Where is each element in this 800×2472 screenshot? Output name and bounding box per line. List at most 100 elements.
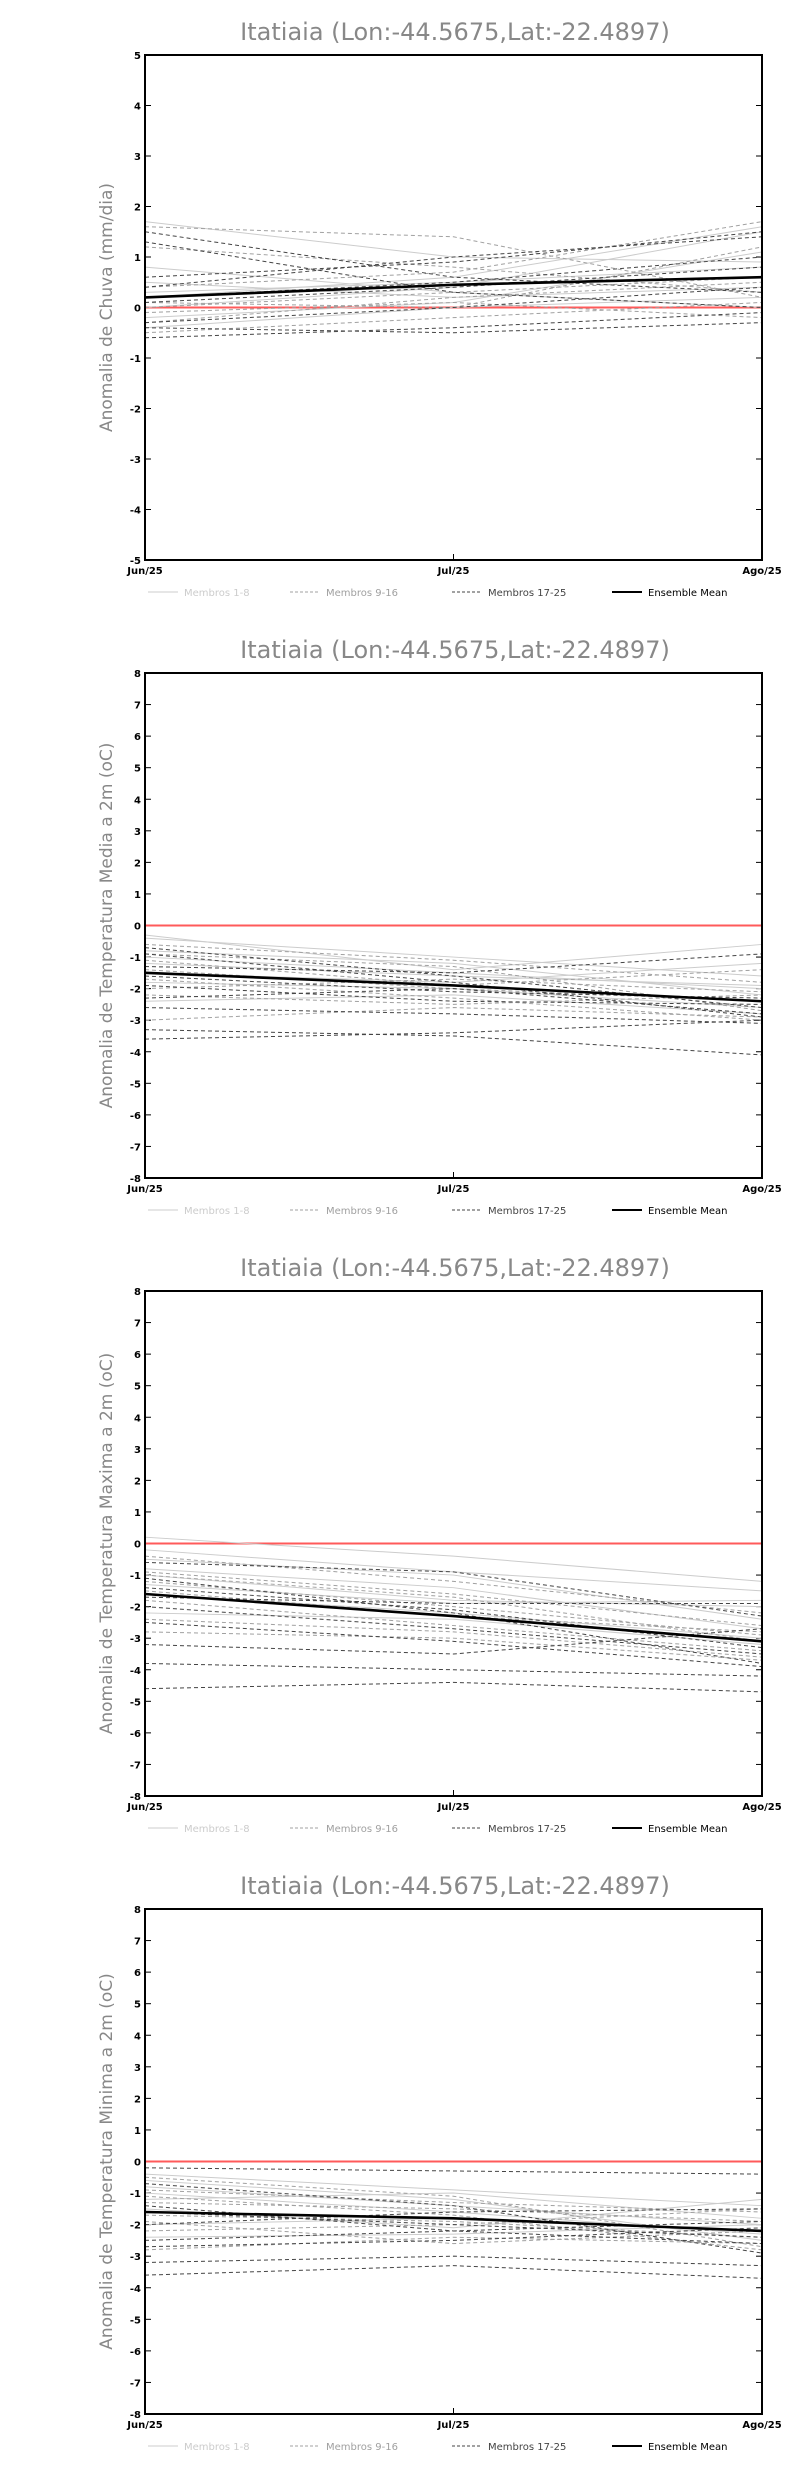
y-tick-label: 5 xyxy=(134,51,141,62)
y-tick-label: 2 xyxy=(134,858,141,869)
plot-frame xyxy=(144,54,763,561)
y-tick-label: -8 xyxy=(130,1174,141,1185)
y-tick-label: 3 xyxy=(134,827,141,838)
legend-label: Membros 17-25 xyxy=(488,1824,566,1835)
chart-3: Itatiaia (Lon:-44.5675,Lat:-22.4897) Anom… xyxy=(97,1254,782,1835)
member-line-group-2 xyxy=(144,1571,763,1627)
x-tick-label: Jun/25 xyxy=(126,1184,163,1195)
y-tick-label: 7 xyxy=(134,1319,141,1330)
member-line-group-3 xyxy=(144,231,763,278)
x-tick-label: Ago/25 xyxy=(742,2420,781,2431)
member-line-group-3 xyxy=(144,1596,762,1604)
member-line-group-2 xyxy=(144,1618,763,1658)
member-line-group-3 xyxy=(144,2227,763,2248)
member-line-group-2 xyxy=(144,226,763,298)
member-line-group-2 xyxy=(144,2195,763,2251)
legend-label: Ensemble Mean xyxy=(648,1206,727,1217)
member-line-group-2 xyxy=(144,246,763,293)
legend-label: Ensemble Mean xyxy=(648,588,727,599)
x-tick-label: Jul/25 xyxy=(437,1802,470,1813)
member-line-group-1 xyxy=(144,994,763,1015)
member-line-group-3 xyxy=(144,1019,763,1040)
ensemble-mean-line xyxy=(144,971,763,1003)
legend-label: Membros 1-8 xyxy=(184,1206,250,1217)
y-tick-label: -4 xyxy=(130,2284,141,2295)
y-tick-label: -4 xyxy=(130,506,141,517)
legend-label: Membros 17-25 xyxy=(488,1206,566,1217)
y-tick-label: 4 xyxy=(134,1413,141,1424)
x-tick-label: Ago/25 xyxy=(742,566,781,577)
y-tick-label: -1 xyxy=(130,1571,141,1582)
legend-label: Membros 9-16 xyxy=(326,588,398,599)
member-line-group-2 xyxy=(144,994,763,1005)
legend-label: Membros 1-8 xyxy=(184,588,250,599)
y-tick-label: -6 xyxy=(130,1111,141,1122)
y-tick-label: 0 xyxy=(134,922,141,933)
y-axis-label: Anomalia de Temperatura Minima a 2m (oC) xyxy=(97,1973,117,2350)
y-tick-label: -2 xyxy=(130,2221,141,2232)
chart-4: Itatiaia (Lon:-44.5675,Lat:-22.4897) Anom… xyxy=(97,1872,782,2453)
member-line-group-1 xyxy=(144,1612,763,1645)
member-line-group-2 xyxy=(144,1631,763,1661)
member-line-group-3 xyxy=(144,988,763,1015)
y-tick-label: -2 xyxy=(130,1603,141,1614)
member-line-group-2 xyxy=(144,1580,763,1636)
chart-title: Itatiaia (Lon:-44.5675,Lat:-22.4897) xyxy=(240,1254,670,1282)
x-tick-label: Jul/25 xyxy=(437,1184,470,1195)
member-line-group-2 xyxy=(144,1555,763,1614)
y-tick-label: 7 xyxy=(134,1937,141,1948)
y-tick-label: 4 xyxy=(134,2031,141,2042)
legend-label: Membros 9-16 xyxy=(326,1206,398,1217)
x-tick-label: Jul/25 xyxy=(437,2420,470,2431)
member-line-group-3 xyxy=(144,322,763,334)
member-line-group-3 xyxy=(144,312,763,339)
member-line-group-3 xyxy=(144,1681,763,1693)
y-tick-label: 1 xyxy=(134,2126,141,2137)
member-line-group-1 xyxy=(144,2173,763,2207)
member-line-group-3 xyxy=(144,947,763,1009)
y-tick-label: 0 xyxy=(134,2158,141,2169)
y-tick-label: -1 xyxy=(130,354,141,365)
y-tick-label: 6 xyxy=(134,1350,141,1361)
member-line-group-2 xyxy=(144,221,763,288)
y-tick-label: 1 xyxy=(134,253,141,264)
y-tick-label: -6 xyxy=(130,1729,141,1740)
y-tick-label: -5 xyxy=(130,2315,141,2326)
member-line-group-1 xyxy=(144,1574,763,1608)
member-line-group-3 xyxy=(144,2211,763,2238)
member-line-group-3 xyxy=(144,286,763,324)
chart-1: Itatiaia (Lon:-44.5675,Lat:-22.4897) Anom… xyxy=(97,18,782,599)
member-line-group-3 xyxy=(144,1606,763,1655)
member-line-group-3 xyxy=(144,1007,763,1024)
member-line-group-3 xyxy=(144,984,763,1005)
plot-frame xyxy=(144,1908,763,2415)
legend-label: Membros 17-25 xyxy=(488,2442,566,2453)
member-line-group-3 xyxy=(144,2183,763,2254)
y-tick-label: 3 xyxy=(134,152,141,163)
x-tick-label: Jun/25 xyxy=(126,566,163,577)
y-tick-label: -3 xyxy=(130,455,141,466)
y-tick-label: 5 xyxy=(134,2000,141,2011)
y-tick-label: 5 xyxy=(134,1382,141,1393)
x-tick-label: Jun/25 xyxy=(126,2420,163,2431)
member-line-group-2 xyxy=(144,276,763,308)
y-tick-label: 4 xyxy=(134,102,141,113)
y-tick-label: -8 xyxy=(130,2410,141,2421)
y-tick-label: -8 xyxy=(130,1792,141,1803)
member-line-group-2 xyxy=(144,2189,763,2213)
y-tick-label: -4 xyxy=(130,1048,141,1059)
y-tick-label: 5 xyxy=(134,764,141,775)
y-tick-label: 8 xyxy=(134,1905,141,1916)
y-tick-label: 1 xyxy=(134,890,141,901)
legend-label: Membros 9-16 xyxy=(326,2442,398,2453)
legend-label: Membros 1-8 xyxy=(184,1824,250,1835)
y-tick-label: -5 xyxy=(130,1697,141,1708)
member-line-group-3 xyxy=(144,2167,763,2175)
member-line-group-3 xyxy=(144,1561,763,1617)
y-tick-label: 0 xyxy=(134,1540,141,1551)
y-tick-label: 2 xyxy=(134,2094,141,2105)
y-tick-label: -5 xyxy=(130,1079,141,1090)
y-tick-label: 4 xyxy=(134,795,141,806)
y-tick-label: -7 xyxy=(130,1760,141,1771)
